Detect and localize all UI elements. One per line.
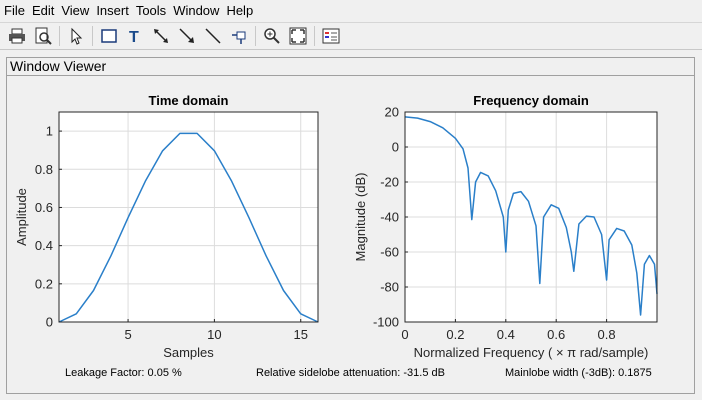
svg-text:T: T (129, 29, 139, 45)
zoom-in-icon[interactable] (261, 25, 283, 47)
toolbar-separator (255, 26, 256, 46)
toolbar-separator (314, 26, 315, 46)
y-tick-label: -40 (380, 210, 399, 225)
x-axis-label: Samples (163, 345, 214, 360)
y-tick-label: 0.8 (35, 162, 53, 177)
y-tick-label: 1 (46, 124, 53, 139)
y-tick-label: 0 (46, 315, 53, 330)
toolbar-separator (59, 26, 60, 46)
x-tick-label: 5 (124, 327, 131, 342)
toolbar: T (0, 22, 702, 50)
menu-insert[interactable]: Insert (96, 3, 129, 18)
x-tick-label: 0.2 (446, 327, 464, 342)
x-tick-label: 10 (207, 327, 221, 342)
pointer-icon[interactable] (65, 25, 87, 47)
chart-title: Time domain (149, 93, 229, 108)
mainlobe-width-label: Mainlobe width (-3dB): 0.1875 (505, 367, 652, 379)
legend-icon[interactable] (320, 25, 342, 47)
x-axis-label: Normalized Frequency ( × π rad/sample) (414, 345, 649, 360)
menu-window[interactable]: Window (173, 3, 220, 18)
x-tick-label: 0.6 (547, 327, 565, 342)
y-tick-label: 0.4 (35, 238, 53, 253)
axes-frame (58, 111, 319, 323)
plot-area (59, 112, 318, 322)
leakage-factor-label: Leakage Factor: 0.05 % (65, 367, 182, 379)
series-line (404, 116, 658, 316)
menu-file[interactable]: File (4, 3, 25, 18)
fit-view-icon[interactable] (287, 25, 309, 47)
y-tick-label: -60 (380, 245, 399, 260)
menu-bar: File Edit View Insert Tools Window Help (0, 0, 702, 22)
y-tick-label: 20 (385, 105, 399, 120)
y-tick-label: -80 (380, 280, 399, 295)
x-tick-label: 0.4 (497, 327, 515, 342)
print-preview-icon[interactable] (32, 25, 54, 47)
double-arrow-icon[interactable] (150, 25, 172, 47)
x-tick-label: 0 (401, 327, 408, 342)
print-icon[interactable] (6, 25, 28, 47)
y-axis-label: Magnitude (dB) (353, 173, 368, 262)
y-tick-label: -20 (380, 175, 399, 190)
y-tick-label: -100 (373, 315, 399, 330)
line-icon[interactable] (202, 25, 224, 47)
y-axis-label: Amplitude (14, 188, 29, 246)
chart-title: Frequency domain (473, 93, 589, 108)
window-viewer-panel: Window Viewer (6, 57, 695, 394)
menu-tools[interactable]: Tools (135, 3, 167, 18)
arrow-icon[interactable] (176, 25, 198, 47)
y-tick-label: 0.6 (35, 200, 53, 215)
menu-edit[interactable]: Edit (31, 3, 55, 18)
toolbar-separator (92, 26, 93, 46)
y-tick-label: 0 (392, 140, 399, 155)
menu-help[interactable]: Help (226, 3, 254, 18)
series-line (58, 132, 319, 323)
pin-icon[interactable] (228, 25, 250, 47)
y-tick-label: 0.2 (35, 276, 53, 291)
text-icon[interactable]: T (124, 25, 146, 47)
menu-view[interactable]: View (61, 3, 90, 18)
sidelobe-attenuation-label: Relative sidelobe attenuation: -31.5 dB (256, 367, 445, 379)
x-tick-label: 0.8 (598, 327, 616, 342)
panel-title: Window Viewer (7, 58, 694, 76)
rectangle-icon[interactable] (98, 25, 120, 47)
x-tick-label: 15 (293, 327, 307, 342)
